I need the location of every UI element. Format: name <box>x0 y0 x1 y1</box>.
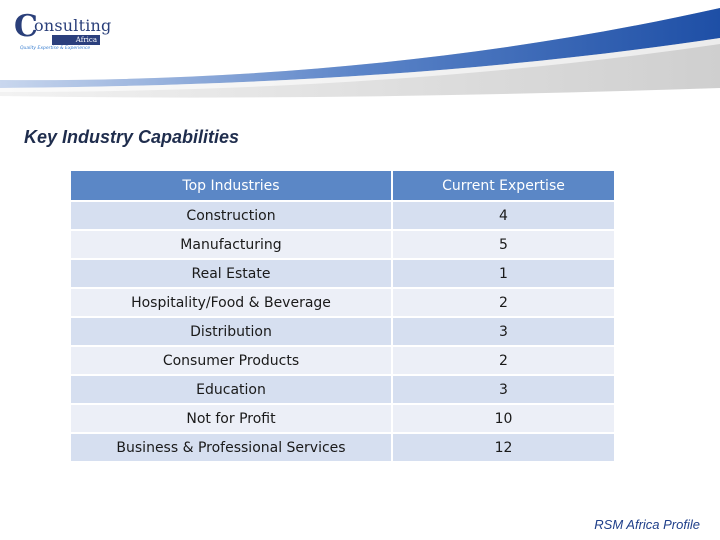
table-cell-industry: Hospitality/Food & Beverage <box>71 289 391 316</box>
logo-tagline: Quality Expertise & Experience <box>20 46 91 51</box>
table-cell-industry: Construction <box>71 202 391 229</box>
table-cell-industry: Not for Profit <box>71 405 391 432</box>
capabilities-table: Top Industries Current Expertise Constru… <box>71 171 614 461</box>
table-cell-industry: Consumer Products <box>71 347 391 374</box>
table-cell-expertise: 4 <box>393 202 614 229</box>
table-cell-expertise: 3 <box>393 318 614 345</box>
table-cell-expertise: 2 <box>393 347 614 374</box>
table-cell-industry: Manufacturing <box>71 231 391 258</box>
logo-region: Africa <box>52 35 100 45</box>
table-cell-industry: Real Estate <box>71 260 391 287</box>
table-cell-expertise: 10 <box>393 405 614 432</box>
table-header-industries: Top Industries <box>71 171 391 200</box>
logo-c-mark: C <box>14 9 38 44</box>
page-title: Key Industry Capabilities <box>24 127 240 147</box>
table-cell-expertise: 12 <box>393 434 614 461</box>
table-cell-expertise: 5 <box>393 231 614 258</box>
table-cell-expertise: 3 <box>393 376 614 403</box>
table-header-expertise: Current Expertise <box>393 171 614 200</box>
table-cell-industry: Business & Professional Services <box>71 434 391 461</box>
logo-word: onsulting <box>34 16 112 35</box>
table-cell-industry: Education <box>71 376 391 403</box>
footer-caption: RSM Africa Profile <box>594 517 700 532</box>
header-swoosh <box>0 8 720 98</box>
table-cell-expertise: 1 <box>393 260 614 287</box>
table-cell-expertise: 2 <box>393 289 614 316</box>
table-cell-industry: Distribution <box>71 318 391 345</box>
company-logo: C onsulting Africa Quality Expertise & E… <box>14 9 111 54</box>
